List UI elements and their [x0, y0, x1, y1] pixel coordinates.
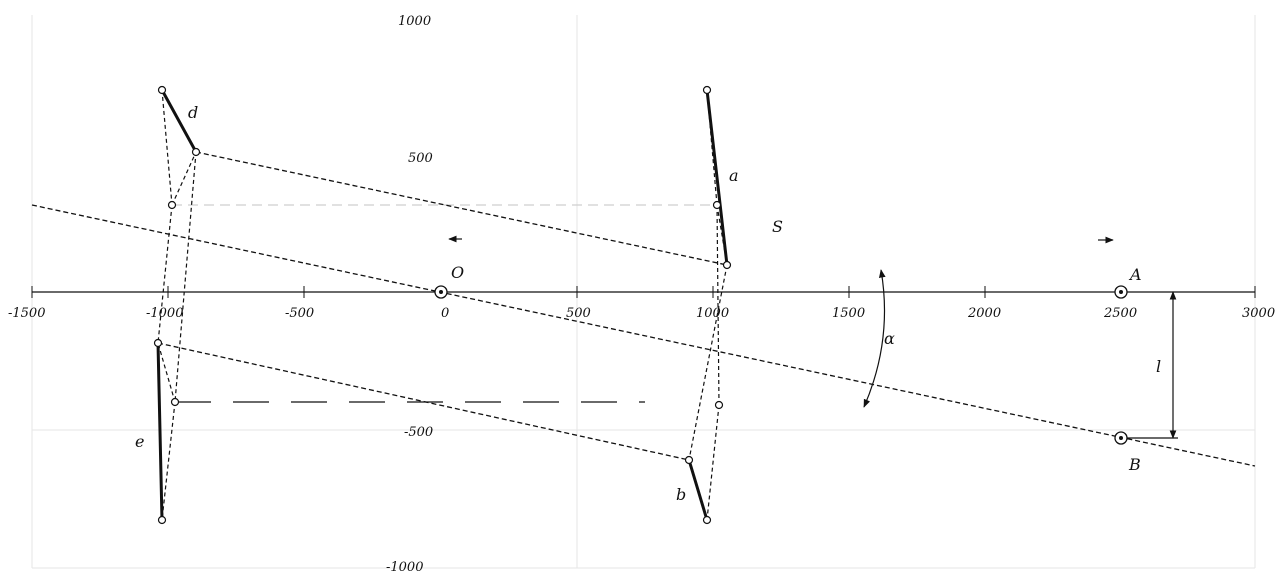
y-tick-label: 1000 [398, 14, 431, 29]
right-dashed-member [716, 204, 720, 406]
left-dashed-member [157, 204, 173, 344]
diagram-labels: O A B a b d e S l α [135, 103, 1161, 504]
x-tick-label: 0 [441, 306, 449, 321]
right-dashed-member [706, 89, 718, 206]
joint [684, 455, 694, 465]
point-o-dot [439, 290, 443, 294]
left-dashed-member [174, 151, 197, 403]
x-tick-label: 2500 [1103, 306, 1137, 321]
right-dashed-member [688, 264, 728, 461]
left-dashed-member [161, 401, 176, 521]
x-tick-label: 3000 [1242, 306, 1275, 321]
left-dashed-member [157, 342, 176, 403]
link-e [156, 341, 164, 522]
joint [157, 515, 167, 525]
joint [712, 200, 722, 210]
point-a-dot [1119, 290, 1123, 294]
key-points [434, 285, 1128, 445]
left-dashed-member [161, 89, 173, 206]
left-dashed-member [171, 151, 197, 206]
point-b-dot [1119, 436, 1123, 440]
joint [714, 400, 724, 410]
x-tick-label: 500 [566, 306, 591, 321]
label-link-b: b [676, 485, 686, 504]
upper-link-line [195, 151, 728, 266]
label-b: B [1128, 455, 1141, 474]
dimension-l [1121, 291, 1178, 439]
joint [167, 200, 177, 210]
y-tick-label: -1000 [386, 560, 423, 574]
x-tick-label: -500 [285, 306, 314, 321]
label-alpha: α [884, 329, 895, 348]
y-tick-label: 500 [408, 151, 433, 166]
joint [702, 515, 712, 525]
joint [157, 85, 167, 95]
label-link-d: d [188, 103, 198, 122]
lower-link-line [157, 342, 690, 461]
x-tick-label: -1500 [8, 306, 45, 321]
label-o: O [451, 263, 464, 282]
label-a: A [1128, 265, 1142, 284]
right-dashed-member [706, 404, 720, 521]
joint [702, 85, 712, 95]
label-s: S [772, 217, 783, 236]
joints [153, 85, 732, 525]
joint [153, 338, 163, 348]
label-l: l [1156, 357, 1161, 376]
link-a [705, 88, 729, 267]
link-b [687, 458, 709, 522]
joint [191, 147, 201, 157]
x-tick-label: -1000 [146, 306, 183, 321]
joint [722, 260, 732, 270]
angle-alpha-arc [863, 269, 886, 408]
joint [170, 397, 180, 407]
main-diagonal-line [31, 204, 1256, 467]
x-tick-label: 1000 [696, 306, 729, 321]
y-tick-labels: 1000 500 -500 -1000 [386, 14, 433, 575]
link-d [160, 88, 198, 154]
label-link-a: a [729, 166, 739, 185]
x-tick-label: 1500 [832, 306, 865, 321]
solid-links [156, 88, 729, 522]
x-tick-label: 2000 [967, 306, 1001, 321]
right-dashed-members [688, 89, 728, 521]
left-dashed-members [157, 89, 197, 521]
label-link-e: e [135, 432, 144, 451]
y-tick-label: -500 [404, 425, 433, 440]
s-arrows [448, 235, 1114, 244]
x-tick-labels: -1500 -1000 -500 0 500 1000 1500 2000 25… [8, 306, 1275, 321]
angle-alpha [863, 269, 886, 408]
